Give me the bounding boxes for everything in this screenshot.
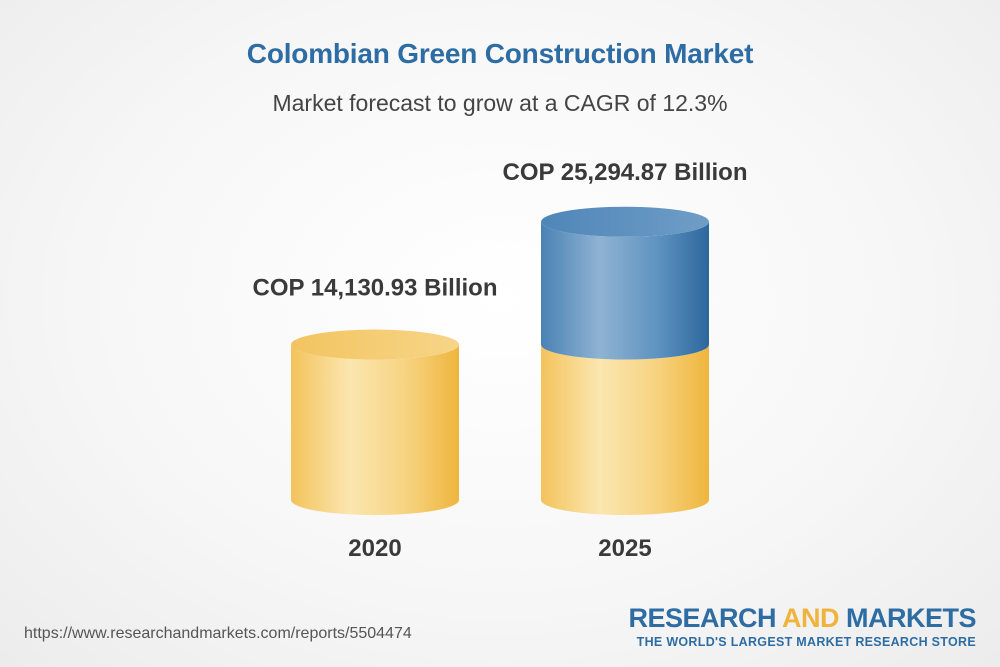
brand-research: RESEARCH (628, 603, 782, 633)
source-url[interactable]: https://www.researchandmarkets.com/repor… (24, 625, 412, 642)
value-label-2020: COP 14,130.93 Billion (252, 275, 497, 302)
brand-logo: RESEARCH AND MARKETS THE WORLD'S LARGEST… (628, 603, 976, 649)
brand-tagline: THE WORLD'S LARGEST MARKET RESEARCH STOR… (636, 635, 976, 649)
bar-2025-growth (541, 206, 709, 360)
category-label-2025: 2025 (598, 535, 651, 562)
bar-2020 (291, 329, 459, 515)
bar-2025-base (541, 344, 709, 515)
category-label-2020: 2020 (348, 535, 401, 562)
chart-area: COP 14,130.93 Billion COP 25,294.87 Bill… (252, 159, 747, 562)
chart-subtitle: Market forecast to grow at a CAGR of 12.… (272, 90, 728, 116)
chart-title: Colombian Green Construction Market (246, 38, 754, 69)
brand-and: AND (782, 603, 840, 633)
value-label-2025: COP 25,294.87 Billion (502, 159, 747, 186)
brand-markets: MARKETS (839, 603, 977, 633)
